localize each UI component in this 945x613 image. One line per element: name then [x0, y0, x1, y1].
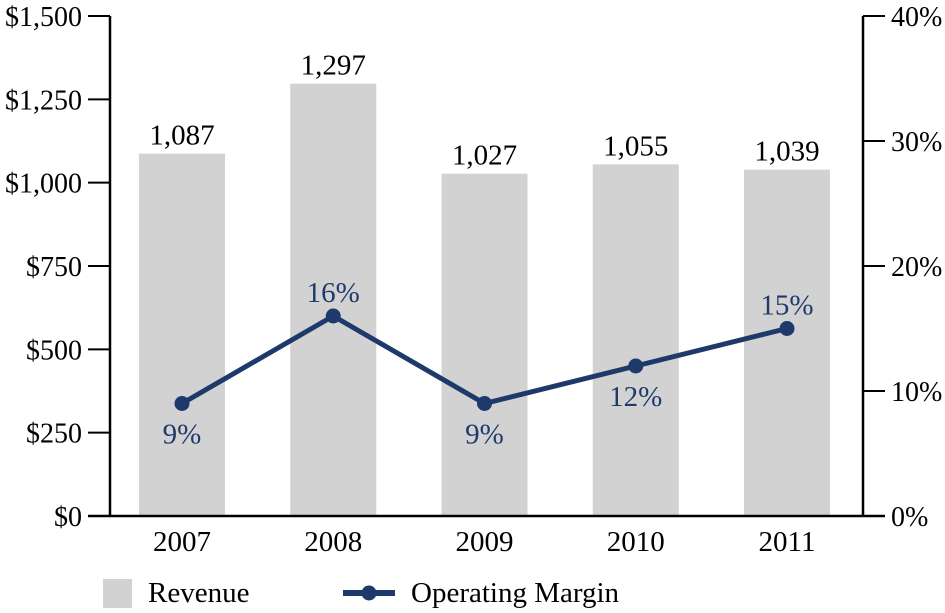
revenue-value-label: 1,297 — [301, 50, 366, 82]
operating-margin-value-label: 9% — [465, 419, 504, 451]
right-axis-tick-label: 30% — [891, 127, 942, 158]
operating-margin-point-2007 — [174, 396, 190, 411]
left-axis-tick-label: $750 — [26, 252, 82, 283]
right-axis-tick-label: 20% — [891, 252, 942, 283]
operating-margin-line-icon — [342, 584, 396, 602]
left-axis-tick-label: $1,000 — [5, 169, 82, 200]
revenue-bar-2009 — [441, 173, 528, 516]
x-axis-category-label: 2007 — [153, 526, 211, 558]
legend-item-revenue: Revenue — [103, 577, 249, 609]
revenue-bar-2008 — [290, 83, 377, 517]
operating-margin-point-2011 — [779, 321, 795, 336]
right-axis-tick-label: 40% — [891, 2, 942, 33]
operating-margin-point-2010 — [628, 358, 644, 374]
left-axis-tick-label: $0 — [54, 502, 82, 533]
revenue-value-label: 1,027 — [452, 140, 517, 172]
x-axis-category-label: 2009 — [456, 526, 514, 558]
revenue-value-label: 1,055 — [603, 130, 668, 162]
right-axis-tick-label: 10% — [891, 377, 942, 408]
left-axis-tick-label: $250 — [26, 419, 82, 450]
left-axis-tick-label: $1,500 — [5, 2, 82, 33]
revenue-swatch-icon — [103, 578, 132, 608]
left-axis-tick-label: $500 — [26, 335, 82, 366]
revenue-bar-2007 — [139, 153, 225, 516]
legend-item-operating-margin: Operating Margin — [342, 577, 619, 609]
revenue-value-label: 1,087 — [149, 120, 214, 152]
revenue-bar-2010 — [592, 164, 679, 517]
operating-margin-point-2008 — [325, 308, 341, 324]
operating-margin-value-label: 12% — [609, 381, 662, 413]
operating-margin-point-2009 — [477, 396, 492, 411]
operating-margin-value-label: 15% — [760, 290, 813, 322]
operating-margin-value-label: 9% — [163, 419, 202, 451]
legend-label-revenue: Revenue — [148, 576, 250, 609]
x-axis-category-label: 2010 — [607, 526, 665, 558]
revenue-value-label: 1,039 — [754, 136, 819, 168]
legend-label-operating-margin: Operating Margin — [411, 576, 620, 609]
left-axis-tick-label: $1,250 — [5, 85, 82, 116]
x-axis-category-label: 2008 — [304, 526, 362, 558]
x-axis-category-label: 2011 — [759, 526, 816, 558]
operating-margin-value-label: 16% — [307, 277, 360, 309]
right-axis-tick-label: 0% — [891, 502, 928, 533]
revenue-bar-2011 — [744, 169, 830, 516]
